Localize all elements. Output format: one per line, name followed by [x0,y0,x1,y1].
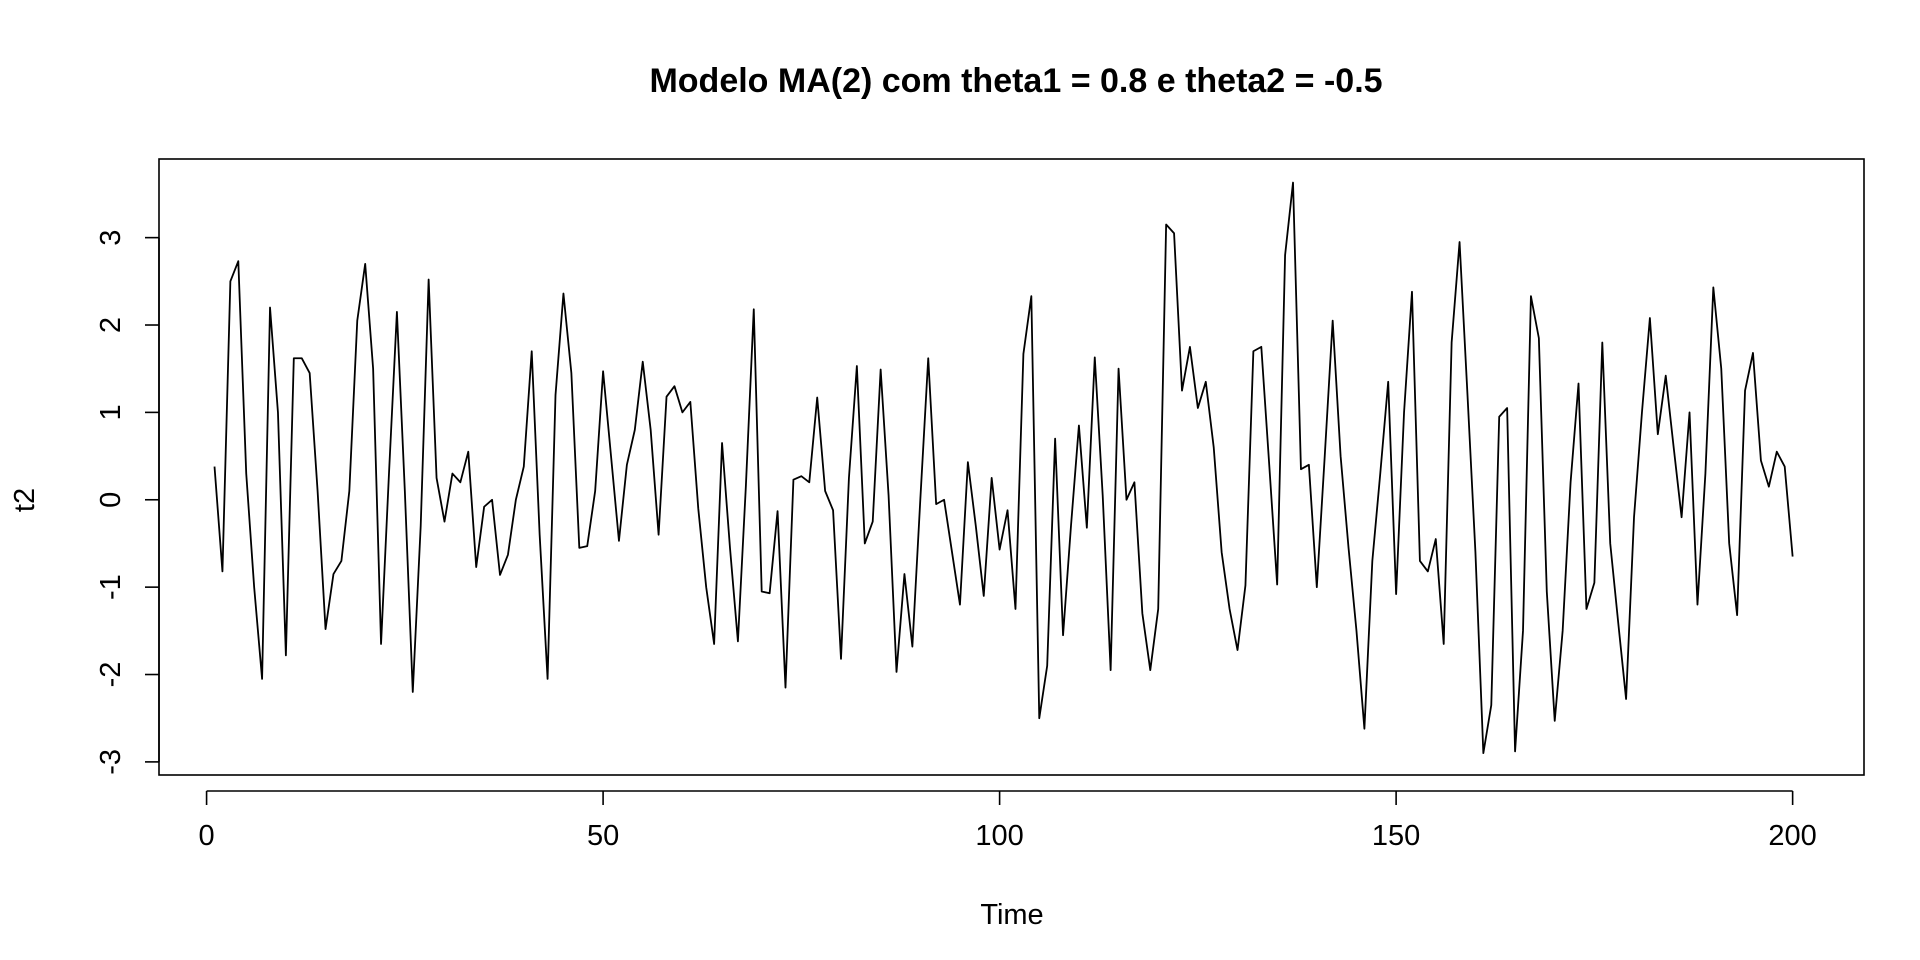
y-tick-label: 1 [95,404,127,420]
y-tick-label: -2 [95,662,127,688]
y-tick-label: 2 [95,317,127,333]
y-tick-label: -3 [95,749,127,775]
plot-frame [158,158,1865,776]
y-axis: -3 -2 -1 0 1 2 3 [95,230,160,775]
x-tick-label: 100 [975,820,1023,852]
x-axis-label: Time [980,899,1043,931]
x-tick-label: 150 [1372,820,1420,852]
y-tick-label: 0 [95,492,127,508]
x-tick-label: 200 [1768,820,1816,852]
y-axis-label: t2 [9,488,41,512]
series-group [213,181,1794,755]
x-axis: 0 50 100 150 200 [199,790,1817,852]
x-tick-label: 50 [587,820,619,852]
chart-title: Modelo MA(2) com theta1 = 0.8 e theta2 =… [649,62,1382,100]
series-line [213,181,1794,755]
y-tick-label: -1 [95,574,127,600]
x-tick-label: 0 [199,820,215,852]
y-tick-label: 3 [95,230,127,246]
